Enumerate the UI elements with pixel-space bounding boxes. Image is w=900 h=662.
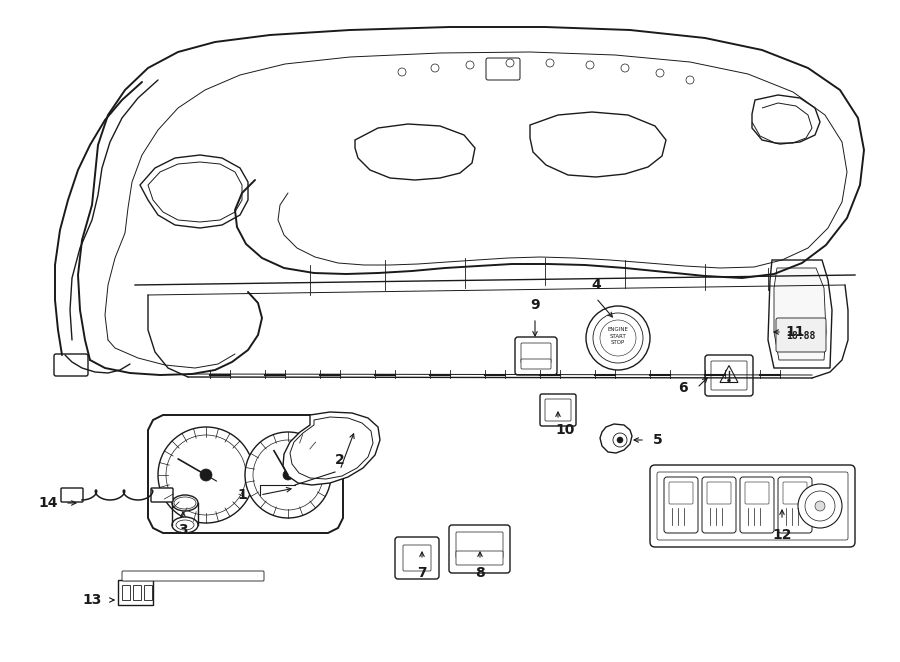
FancyBboxPatch shape	[778, 477, 812, 533]
Text: 7: 7	[418, 566, 427, 580]
Text: 18:88: 18:88	[787, 331, 815, 341]
Text: 3: 3	[178, 523, 188, 537]
Text: 13: 13	[82, 593, 102, 607]
Circle shape	[283, 470, 293, 480]
FancyBboxPatch shape	[403, 545, 431, 571]
FancyBboxPatch shape	[776, 318, 826, 352]
Bar	[144, 585, 152, 600]
Polygon shape	[283, 412, 380, 485]
FancyBboxPatch shape	[707, 482, 731, 504]
FancyBboxPatch shape	[151, 488, 173, 502]
Polygon shape	[600, 424, 632, 453]
FancyBboxPatch shape	[705, 355, 753, 396]
FancyBboxPatch shape	[54, 354, 88, 376]
FancyBboxPatch shape	[664, 477, 698, 533]
Polygon shape	[774, 268, 826, 360]
Polygon shape	[768, 260, 832, 368]
Circle shape	[798, 484, 842, 528]
FancyBboxPatch shape	[456, 532, 503, 558]
FancyBboxPatch shape	[745, 482, 769, 504]
Circle shape	[617, 437, 623, 443]
FancyBboxPatch shape	[545, 399, 571, 421]
Text: 4: 4	[591, 278, 601, 292]
Text: 12: 12	[772, 528, 792, 542]
FancyBboxPatch shape	[486, 58, 520, 80]
FancyBboxPatch shape	[449, 525, 510, 573]
Circle shape	[727, 379, 731, 382]
Circle shape	[815, 501, 825, 511]
FancyBboxPatch shape	[669, 482, 693, 504]
Bar	[122, 585, 130, 600]
FancyBboxPatch shape	[740, 477, 774, 533]
FancyBboxPatch shape	[711, 361, 747, 390]
Text: 14: 14	[39, 496, 58, 510]
Text: ENGINE
START
STOP: ENGINE START STOP	[608, 327, 628, 345]
FancyBboxPatch shape	[521, 343, 551, 363]
Circle shape	[586, 306, 650, 370]
FancyBboxPatch shape	[61, 488, 83, 502]
Text: 2: 2	[335, 453, 345, 467]
FancyBboxPatch shape	[515, 337, 557, 375]
Circle shape	[200, 469, 212, 481]
Circle shape	[158, 427, 254, 523]
FancyBboxPatch shape	[650, 465, 855, 547]
FancyBboxPatch shape	[702, 477, 736, 533]
Circle shape	[245, 432, 331, 518]
Text: 9: 9	[530, 298, 540, 312]
Text: 11: 11	[785, 325, 805, 339]
Text: 1: 1	[237, 488, 247, 502]
FancyBboxPatch shape	[122, 571, 264, 581]
FancyBboxPatch shape	[657, 472, 848, 540]
Bar	[133, 585, 141, 600]
Polygon shape	[148, 415, 343, 533]
FancyBboxPatch shape	[395, 537, 439, 579]
Ellipse shape	[172, 495, 198, 511]
FancyBboxPatch shape	[783, 482, 807, 504]
FancyBboxPatch shape	[456, 551, 503, 565]
FancyBboxPatch shape	[521, 359, 551, 369]
Ellipse shape	[172, 517, 198, 533]
Text: 5: 5	[653, 433, 663, 447]
Polygon shape	[118, 580, 153, 605]
Text: 8: 8	[475, 566, 485, 580]
Text: 6: 6	[679, 381, 688, 395]
FancyBboxPatch shape	[540, 394, 576, 426]
Text: 10: 10	[555, 423, 575, 437]
